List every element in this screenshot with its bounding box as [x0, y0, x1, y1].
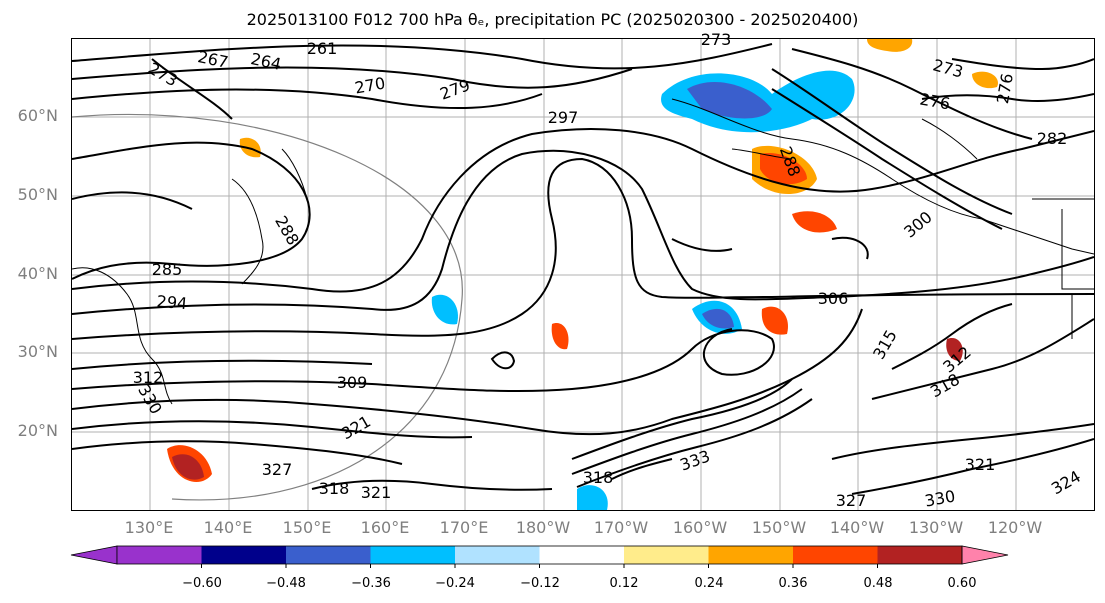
colorbar-segment [539, 546, 625, 564]
lon-label-170w: 170°W [593, 518, 649, 537]
colorbar-segment [117, 546, 202, 564]
coastlines [72, 98, 1094, 405]
colorbar-segment [370, 546, 456, 564]
lon-label-180w: 180°W [515, 518, 571, 537]
lat-label-30n: 30°N [17, 342, 58, 361]
lat-label-40n: 40°N [17, 264, 58, 283]
map-canvas [72, 39, 1094, 510]
colorbar-tick: −0.60 [182, 576, 222, 591]
map-panel [71, 38, 1095, 511]
lon-label-150e: 150°E [282, 518, 332, 537]
lon-label-170e: 170°E [439, 518, 489, 537]
colorbar-tick: 0.36 [778, 576, 808, 591]
colorbar-segment [624, 546, 709, 564]
lon-label-150w: 150°W [751, 518, 807, 537]
lon-label-160e: 160°E [360, 518, 410, 537]
colorbar-tick: −0.48 [266, 576, 306, 591]
colorbar-segment [455, 546, 540, 564]
colorbar-tick: −0.24 [435, 576, 475, 591]
lon-label-140w: 140°W [829, 518, 885, 537]
colorbar-tick: −0.12 [520, 576, 560, 591]
contour-label: 318 [318, 479, 350, 498]
contour-label: 294 [155, 291, 189, 314]
colorbar-segment [201, 546, 287, 564]
contour-label: 327 [261, 460, 293, 479]
lon-label-140e: 140°E [203, 518, 253, 537]
contour-label: 321 [964, 455, 996, 474]
contour-label: 306 [817, 289, 849, 308]
colorbar-tick: −0.36 [351, 576, 391, 591]
colorbar-extend-low [70, 545, 118, 565]
colorbar-outline [116, 545, 963, 565]
lon-label-120w: 120°W [987, 518, 1043, 537]
colorbar-tick: 0.48 [863, 576, 893, 591]
contour-label: 282 [1036, 129, 1068, 148]
lon-label-130e: 130°E [124, 518, 174, 537]
colorbar-segment [877, 546, 963, 564]
colorbar-tick: 0.60 [947, 576, 977, 591]
contour-label: 297 [547, 108, 579, 127]
colorbar-extend-high [961, 545, 1009, 565]
contour-label: 273 [700, 30, 732, 49]
colorbar-segment [793, 546, 878, 564]
lon-label-160w: 160°W [672, 518, 728, 537]
colorbar-tick: 0.12 [609, 576, 639, 591]
precip-shading [167, 39, 998, 510]
contour-label: 327 [835, 491, 867, 510]
colorbar-tick: 0.24 [694, 576, 724, 591]
contour-label: 321 [360, 483, 392, 502]
region-outline [72, 113, 463, 501]
lat-label-50n: 50°N [17, 185, 58, 204]
map-title: 2025013100 F012 700 hPa θₑ, precipitatio… [246, 10, 859, 29]
lon-label-130w: 130°W [908, 518, 964, 537]
lat-label-60n: 60°N [17, 106, 58, 125]
colorbar-segment [708, 546, 794, 564]
colorbar-segment [286, 546, 371, 564]
lat-label-20n: 20°N [17, 421, 58, 440]
contour-label: 309 [336, 373, 368, 392]
theta-e-contours [72, 43, 1094, 495]
contour-label: 285 [151, 260, 183, 279]
contour-label: 318 [582, 468, 614, 487]
contour-label: 312 [132, 368, 164, 387]
contour-label: 261 [306, 39, 338, 58]
